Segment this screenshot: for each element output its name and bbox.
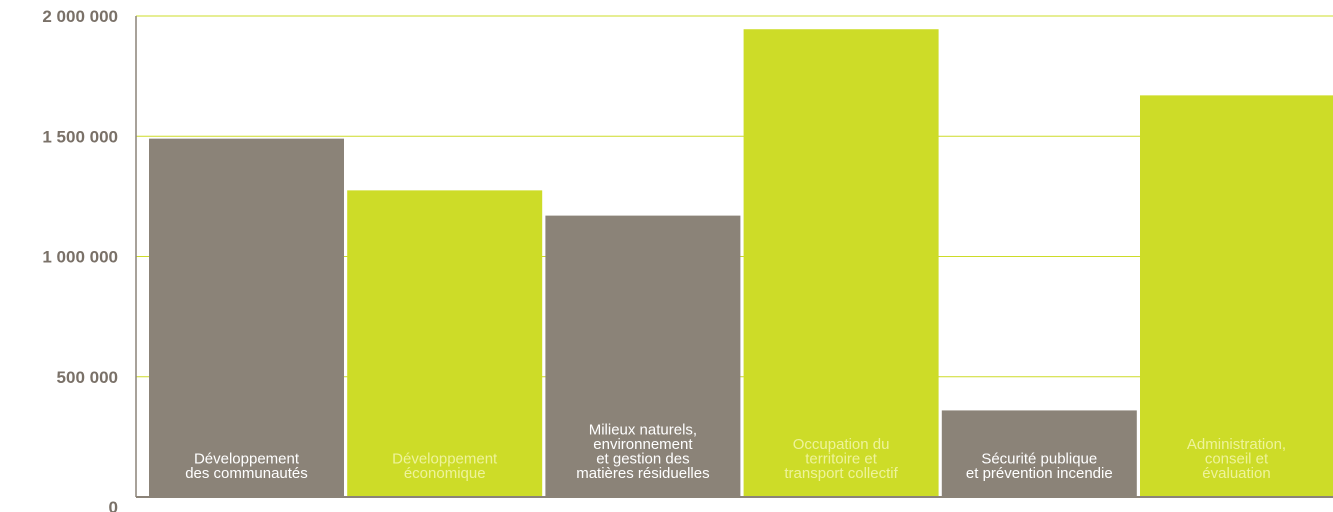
y-tick-label: 2 000 000 <box>42 7 118 26</box>
category-label: Sécurité publique et prévention incendie <box>966 451 1113 483</box>
y-tick-label: 500 000 <box>57 368 118 387</box>
category-label: Occupation du territoire et transport coll… <box>784 436 898 482</box>
y-tick-label: 1 000 000 <box>42 248 118 267</box>
category-label: Développement économique <box>392 451 498 483</box>
bars <box>149 29 1333 498</box>
bar <box>347 190 543 498</box>
bar <box>941 410 1137 497</box>
bar <box>743 29 939 497</box>
y-axis-ticks: 0 500 000 1 000 000 1 500 000 2 000 000 <box>42 7 118 512</box>
category-label: Milieux naturels, environnement et gestion… <box>576 422 709 483</box>
y-tick-label: 1 500 000 <box>42 127 118 146</box>
category-label: Développement des communautés <box>185 451 308 483</box>
bar <box>1140 95 1333 498</box>
bar <box>149 138 344 497</box>
y-tick-label: 0 <box>109 498 118 512</box>
bar-labels: Développement des communautés Développemen… <box>185 422 1286 483</box>
bar <box>545 215 741 498</box>
category-label: Administration, conseil et évaluation <box>1187 436 1286 482</box>
